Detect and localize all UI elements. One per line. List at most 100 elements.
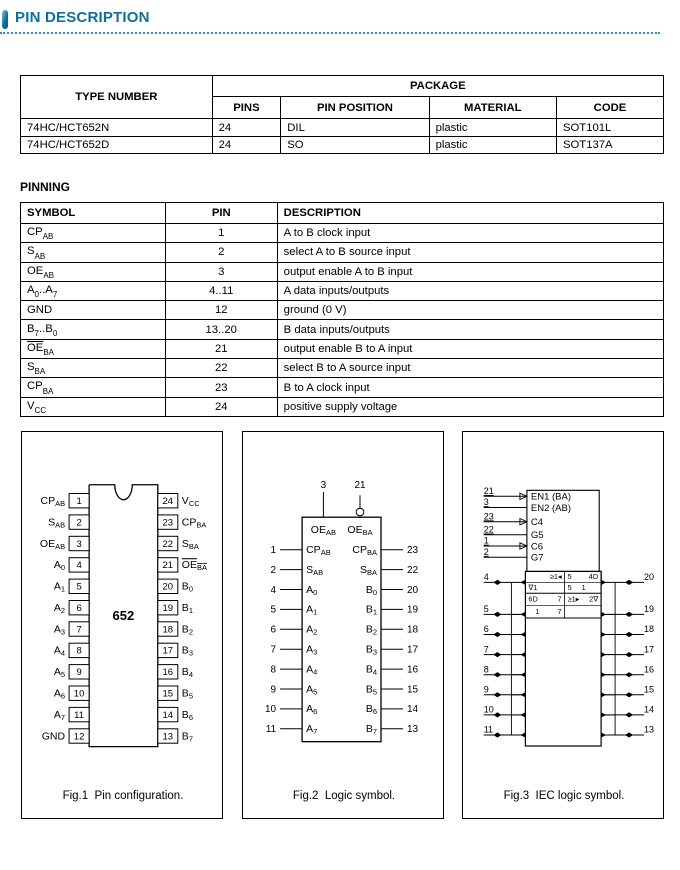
svg-text:4D: 4D <box>589 572 598 581</box>
svg-text:19: 19 <box>163 603 174 614</box>
svg-text:5: 5 <box>484 604 489 614</box>
svg-text:≥1▸: ≥1▸ <box>568 595 580 604</box>
svg-text:22: 22 <box>484 525 494 535</box>
svg-text:A4: A4 <box>54 645 65 658</box>
svg-text:7: 7 <box>271 645 277 656</box>
svg-text:EN1 (BA): EN1 (BA) <box>531 492 571 503</box>
svg-text:B6: B6 <box>182 709 193 722</box>
svg-text:B0: B0 <box>182 581 193 594</box>
svg-text:6D: 6D <box>528 595 537 604</box>
svg-text:4: 4 <box>271 585 277 596</box>
svg-text:9: 9 <box>484 685 489 695</box>
svg-text:21: 21 <box>484 486 494 496</box>
svg-text:6: 6 <box>76 603 81 614</box>
svg-text:652: 652 <box>113 608 135 623</box>
svg-text:5: 5 <box>568 572 572 581</box>
svg-text:3: 3 <box>484 497 489 507</box>
svg-text:A2: A2 <box>54 602 65 615</box>
svg-text:1: 1 <box>582 583 586 592</box>
svg-text:18: 18 <box>163 624 174 635</box>
svg-text:9: 9 <box>271 684 277 695</box>
svg-text:23: 23 <box>407 545 419 556</box>
svg-text:20: 20 <box>163 582 174 593</box>
svg-text:20: 20 <box>407 585 419 596</box>
svg-text:7: 7 <box>484 644 489 654</box>
svg-text:G5: G5 <box>531 530 544 541</box>
svg-text:6: 6 <box>484 624 489 634</box>
svg-text:15: 15 <box>644 685 654 695</box>
svg-text:8: 8 <box>76 646 81 657</box>
svg-text:22: 22 <box>163 539 174 550</box>
svg-text:2: 2 <box>76 517 81 528</box>
svg-text:8: 8 <box>271 664 277 675</box>
svg-text:5: 5 <box>271 605 277 616</box>
svg-text:20: 20 <box>644 572 654 582</box>
svg-text:16: 16 <box>644 664 654 674</box>
svg-text:15: 15 <box>163 689 174 700</box>
svg-text:B7: B7 <box>182 730 193 743</box>
svg-text:11: 11 <box>484 725 493 735</box>
svg-text:2: 2 <box>484 547 489 557</box>
svg-text:1: 1 <box>271 545 277 556</box>
svg-text:OEAB: OEAB <box>40 538 65 551</box>
svg-text:9: 9 <box>76 667 81 678</box>
svg-text:B2: B2 <box>182 623 193 636</box>
svg-text:B1: B1 <box>182 602 193 615</box>
svg-text:13: 13 <box>163 731 174 742</box>
svg-text:17: 17 <box>644 644 654 654</box>
svg-text:15: 15 <box>407 684 419 695</box>
svg-text:7: 7 <box>76 624 81 635</box>
svg-text:17: 17 <box>163 646 174 657</box>
svg-text:23: 23 <box>484 511 494 521</box>
svg-text:24: 24 <box>163 496 174 507</box>
svg-text:G7: G7 <box>531 553 544 564</box>
svg-text:10: 10 <box>74 689 85 700</box>
svg-text:2: 2 <box>271 565 277 576</box>
svg-text:EN2 (AB): EN2 (AB) <box>531 503 571 514</box>
svg-text:∇1: ∇1 <box>527 583 537 592</box>
svg-text:A7: A7 <box>54 709 65 722</box>
svg-text:12: 12 <box>74 731 85 742</box>
svg-text:B3: B3 <box>182 645 193 658</box>
svg-text:CPBA: CPBA <box>182 516 207 529</box>
svg-text:7: 7 <box>558 607 562 616</box>
svg-text:19: 19 <box>407 605 419 616</box>
svg-text:14: 14 <box>163 710 174 721</box>
svg-text:A5: A5 <box>54 666 65 679</box>
svg-text:CPAB: CPAB <box>40 495 65 508</box>
svg-text:C6: C6 <box>531 541 543 552</box>
svg-text:2∇: 2∇ <box>589 595 598 604</box>
svg-text:B5: B5 <box>182 688 193 701</box>
svg-text:5: 5 <box>76 582 81 593</box>
svg-text:A0: A0 <box>54 559 65 572</box>
svg-text:16: 16 <box>163 667 174 678</box>
svg-text:3: 3 <box>321 480 327 491</box>
svg-text:17: 17 <box>407 645 419 656</box>
svg-text:1: 1 <box>484 536 489 546</box>
svg-text:21: 21 <box>354 480 366 491</box>
svg-text:10: 10 <box>484 705 494 715</box>
svg-text:1: 1 <box>535 607 539 616</box>
svg-text:19: 19 <box>644 604 654 614</box>
svg-text:1: 1 <box>76 496 81 507</box>
svg-text:OEBA: OEBA <box>182 559 207 572</box>
svg-text:B4: B4 <box>182 666 193 679</box>
svg-text:23: 23 <box>163 517 174 528</box>
svg-text:SAB: SAB <box>48 516 65 529</box>
svg-text:8: 8 <box>484 664 489 674</box>
svg-text:16: 16 <box>407 664 419 675</box>
svg-text:VCC: VCC <box>182 495 200 508</box>
svg-text:10: 10 <box>265 704 277 715</box>
svg-text:A1: A1 <box>54 581 65 594</box>
svg-text:22: 22 <box>407 565 419 576</box>
svg-text:18: 18 <box>644 624 654 634</box>
svg-text:11: 11 <box>266 724 277 735</box>
svg-text:6: 6 <box>271 625 277 636</box>
svg-text:GND: GND <box>42 730 66 742</box>
svg-text:A3: A3 <box>54 623 65 636</box>
svg-text:A6: A6 <box>54 688 65 701</box>
svg-text:5: 5 <box>568 583 572 592</box>
svg-text:≥1◂: ≥1◂ <box>550 572 562 581</box>
svg-text:C4: C4 <box>531 517 543 528</box>
svg-text:4: 4 <box>76 560 81 571</box>
